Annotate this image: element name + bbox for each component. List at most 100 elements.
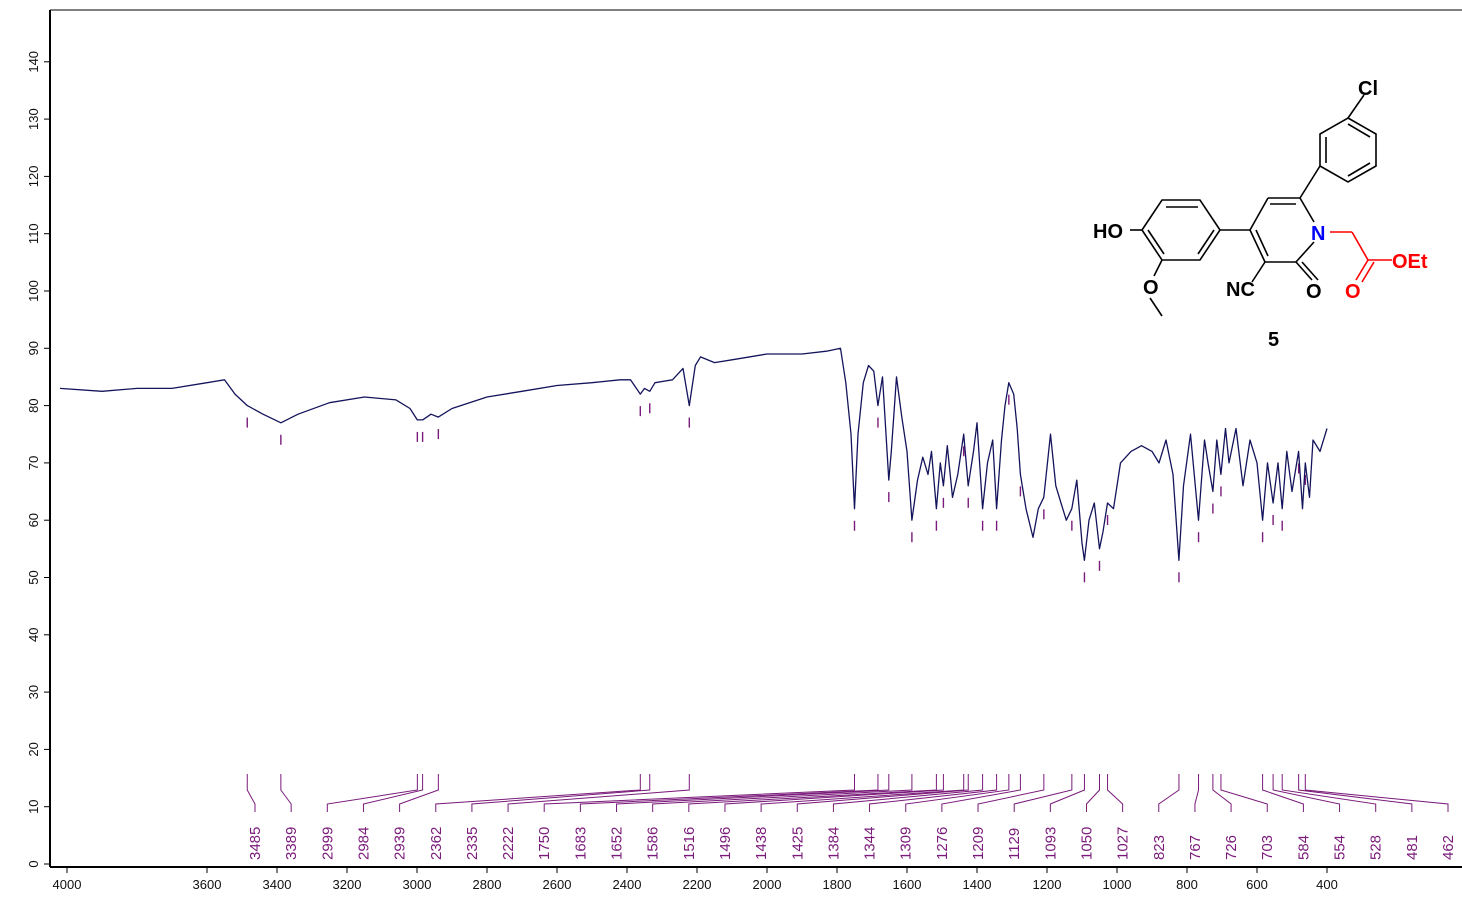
peak-label: 2939 [392, 827, 409, 860]
peak-leader [724, 774, 944, 812]
x-tick-label: 4000 [53, 877, 82, 892]
peak-leader [1085, 774, 1100, 812]
peak-leader [471, 774, 651, 812]
hydroxy-label: HO [1093, 221, 1123, 243]
x-ticks: 4000 3600 3400 3200 3000 2800 2600 2400 2200 2000… [53, 867, 1338, 892]
x-tick-label: 3200 [333, 877, 362, 892]
peak-leader [399, 774, 439, 812]
peak-leader [326, 774, 418, 812]
peak-label: 1652 [609, 827, 626, 860]
peak-leader [760, 774, 965, 812]
peak-label: 1425 [789, 827, 806, 860]
peak-label: 1516 [681, 827, 698, 860]
peak-label: 584 [1295, 835, 1312, 860]
peak-label: 2222 [500, 827, 517, 860]
x-tick-label: 2800 [473, 877, 502, 892]
y-tick-label: 0 [26, 860, 41, 867]
peak-label: 1683 [572, 827, 589, 860]
y-tick-label: 10 [26, 799, 41, 813]
peak-leader [1107, 774, 1124, 812]
molecule-labels: Cl HO N O NC O O OEt 5 [1093, 78, 1428, 351]
peak-label: 1384 [825, 827, 842, 860]
peak-leader [362, 774, 424, 812]
peak-label: 703 [1259, 835, 1276, 860]
peak-leader [543, 774, 855, 812]
y-tick-label: 100 [26, 280, 41, 302]
peak-leader [1049, 774, 1085, 812]
peak-leader [796, 774, 969, 812]
compound-number: 5 [1268, 329, 1279, 351]
nitrogen-label: N [1311, 223, 1325, 245]
x-tick-label: 1600 [893, 877, 922, 892]
peak-label: 1344 [862, 827, 879, 860]
nitrile-label: NC [1226, 279, 1255, 301]
chlorine-label: Cl [1358, 78, 1378, 100]
x-tick-label: 2400 [613, 877, 642, 892]
peak-leader [579, 774, 879, 812]
peak-leader [1220, 774, 1268, 812]
peak-label: 1027 [1115, 827, 1132, 860]
peak-leader [905, 774, 1010, 812]
y-tick-label: 50 [26, 570, 41, 584]
y-tick-label: 70 [26, 456, 41, 470]
peak-label: 1750 [536, 827, 553, 860]
x-tick-label: 3400 [263, 877, 292, 892]
x-tick-label: 2600 [543, 877, 572, 892]
molecule-structure [1130, 94, 1392, 317]
y-tick-label: 40 [26, 628, 41, 642]
peak-leader [1298, 774, 1413, 812]
x-tick-label: 1200 [1033, 877, 1062, 892]
ester-carbonyl-oxygen-label: O [1345, 281, 1361, 303]
x-tick-label: 800 [1176, 877, 1198, 892]
y-tick-label: 60 [26, 513, 41, 527]
peak-label: 1586 [645, 827, 662, 860]
y-tick-label: 80 [26, 398, 41, 412]
peak-leader [435, 774, 641, 812]
peak-leader [869, 774, 998, 812]
peak-label: 1438 [753, 827, 770, 860]
peak-leader [1281, 774, 1377, 812]
x-tick-label: 1000 [1103, 877, 1132, 892]
pyridinone-ring [1249, 165, 1321, 283]
peak-leader [1212, 774, 1232, 812]
peak-leader [1272, 774, 1341, 812]
x-tick-label: 2000 [753, 877, 782, 892]
peak-label: 1093 [1042, 827, 1059, 860]
peak-label: 462 [1440, 835, 1457, 860]
peak-label: 726 [1223, 835, 1240, 860]
peak-leader [832, 774, 984, 812]
y-tick-label: 20 [26, 742, 41, 756]
x-tick-label: 3600 [193, 877, 222, 892]
x-tick-label: 1800 [823, 877, 852, 892]
peak-label: 2362 [428, 827, 445, 860]
peak-table: 3485 3389 2999 2984 2939 2362 2335 2222 1750 1683… [246, 774, 1457, 860]
peak-label: 1276 [934, 827, 951, 860]
x-tick-label: 400 [1316, 877, 1338, 892]
y-ticks: 0 10 20 30 40 50 60 70 80 90 100 110 120 130 140 [26, 51, 50, 868]
peak-label: 2999 [319, 827, 336, 860]
peak-label: 554 [1332, 835, 1349, 860]
peak-leader [1158, 774, 1180, 812]
y-tick-label: 30 [26, 685, 41, 699]
methoxy-oxygen-label: O [1143, 277, 1159, 299]
x-tick-label: 1400 [963, 877, 992, 892]
peak-markers [246, 394, 1307, 583]
peak-leader [1262, 774, 1304, 812]
vanillyl-ring [1130, 199, 1250, 317]
y-tick-label: 140 [26, 51, 41, 73]
peak-leader [616, 774, 890, 812]
peak-label: 3485 [247, 827, 264, 860]
y-tick-label: 120 [26, 166, 41, 188]
peak-leader [941, 774, 1021, 812]
x-tick-label: 3000 [403, 877, 432, 892]
spectrum-series [59, 347, 1328, 561]
peak-label: 2984 [355, 827, 372, 860]
peak-label: 1209 [970, 827, 987, 860]
peak-label: 1129 [1006, 828, 1023, 860]
peak-leader [652, 774, 913, 812]
peak-label: 1050 [1078, 827, 1095, 860]
peak-label: 1496 [717, 827, 734, 860]
peak-leader [1304, 774, 1449, 812]
